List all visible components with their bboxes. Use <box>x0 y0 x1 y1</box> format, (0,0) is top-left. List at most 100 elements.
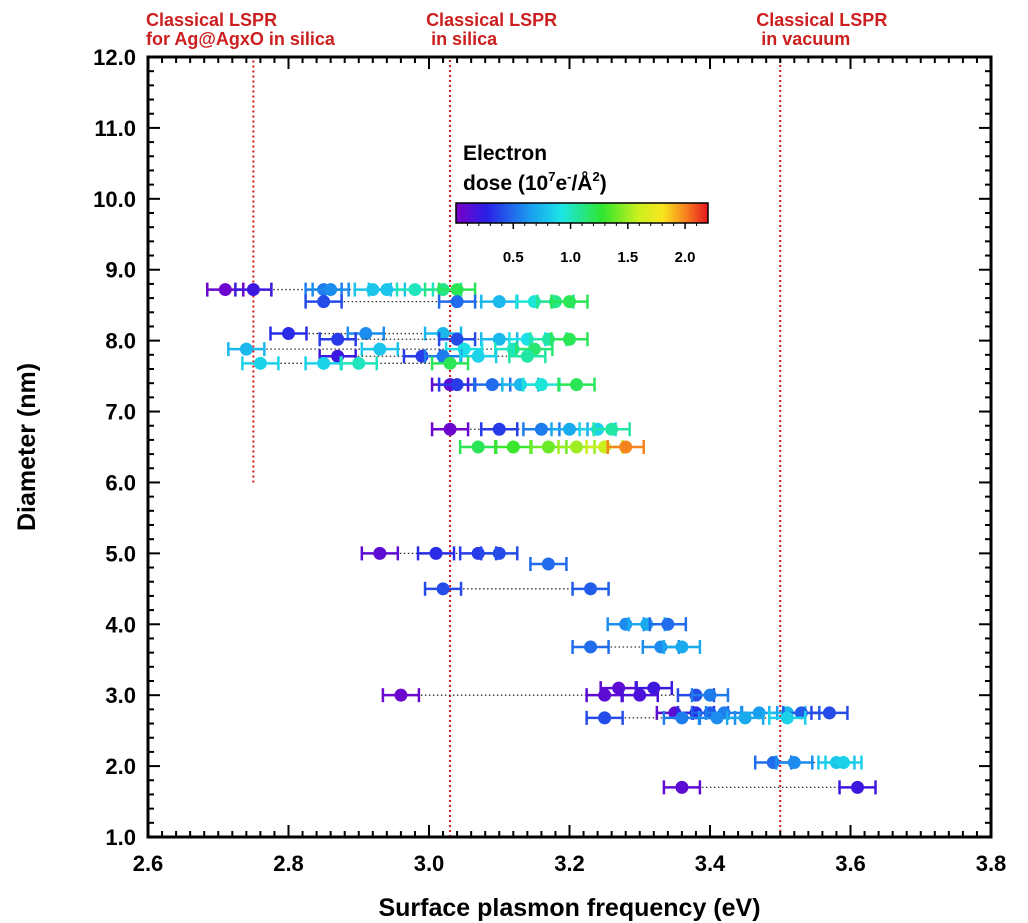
series <box>423 581 610 596</box>
data-point <box>703 688 717 702</box>
x-tick-label: 3.4 <box>695 851 726 876</box>
series <box>753 755 863 770</box>
series <box>318 332 589 347</box>
series <box>606 617 688 632</box>
series <box>585 710 807 725</box>
series <box>227 342 554 357</box>
y-tick-label: 7.0 <box>105 400 136 425</box>
data-point <box>380 283 394 297</box>
reference-label-line: Classical LSPR <box>426 10 557 30</box>
data-point <box>394 688 408 702</box>
x-tick-label: 3.0 <box>414 851 445 876</box>
data-point <box>471 440 485 454</box>
data-point <box>605 422 619 436</box>
y-tick-label: 8.0 <box>105 329 136 354</box>
reference-label-line: in vacuum <box>756 29 850 49</box>
series <box>571 639 702 654</box>
data-point <box>373 342 387 356</box>
data-point <box>492 422 506 436</box>
colorbar-title-line1: Electron <box>463 142 547 165</box>
data-point <box>563 295 576 309</box>
data-point <box>675 640 689 654</box>
y-tick-label: 2.0 <box>105 754 136 779</box>
data-point <box>408 283 422 297</box>
data-point <box>450 378 464 392</box>
data-point <box>450 295 464 309</box>
data-point <box>570 378 584 392</box>
colorbar-ticks: 0.5 1.0 1.5 2.0 <box>466 223 698 266</box>
y-tick-label: 10.0 <box>93 187 136 212</box>
data-point <box>541 440 555 454</box>
data-point <box>471 349 485 363</box>
data-point <box>218 283 232 297</box>
data-point <box>317 356 331 370</box>
data-point <box>317 295 331 309</box>
reference-label: Classical LSPR in vacuum <box>756 10 887 49</box>
reference-label-line: Classical LSPR <box>756 10 887 30</box>
reference-label: Classical LSPR for Ag@AgxO in silica <box>146 10 336 49</box>
data-point <box>373 546 387 560</box>
data-point <box>584 640 598 654</box>
colorbar-tick-label: 1.5 <box>617 249 638 266</box>
reference-label-line: in silica <box>426 29 498 49</box>
colorbar-tick-label: 0.5 <box>503 249 524 266</box>
series <box>430 422 631 437</box>
data-point <box>738 711 752 725</box>
data-point <box>443 422 457 436</box>
data-point <box>331 332 345 346</box>
reference-lines <box>252 57 782 837</box>
data-point <box>324 283 338 297</box>
data-point <box>822 706 836 720</box>
data-point <box>675 780 689 794</box>
data-point <box>598 688 612 702</box>
y-tick-label: 12.0 <box>93 45 136 70</box>
data-point <box>541 557 555 571</box>
data-point <box>436 582 450 596</box>
data-point <box>633 688 647 702</box>
data-point <box>246 283 260 297</box>
series <box>662 780 877 795</box>
series <box>360 546 519 561</box>
x-tick-label: 3.8 <box>976 851 1007 876</box>
reference-label-line: for Ag@AgxO in silica <box>146 29 336 49</box>
data-point <box>253 356 267 370</box>
series <box>206 282 477 297</box>
data-point <box>443 356 457 370</box>
data-point <box>661 617 675 631</box>
colorbar: Electron dose (107e-/Å2) 0.5 1.0 1.5 2.0 <box>455 142 709 266</box>
colorbar-tick-label: 2.0 <box>675 249 696 266</box>
data-point <box>710 711 724 725</box>
data-point <box>485 378 499 392</box>
reference-label-line: Classical LSPR <box>146 10 277 30</box>
data-point <box>584 582 598 596</box>
series <box>241 356 470 371</box>
colorbar-title-line2: dose (107e-/Å2) <box>463 169 607 195</box>
data-point <box>570 440 584 454</box>
reference-labels: Classical LSPR for Ag@AgxO in silicaClass… <box>146 10 887 49</box>
colorbar-gradient <box>455 202 709 224</box>
x-tick-label: 2.6 <box>133 851 164 876</box>
data-point <box>450 283 464 297</box>
data-point <box>534 422 548 436</box>
y-tick-label: 9.0 <box>105 258 136 283</box>
data-point <box>851 780 865 794</box>
series <box>381 688 730 703</box>
series <box>269 326 463 341</box>
y-tick-label: 1.0 <box>105 825 136 850</box>
data-point <box>506 440 520 454</box>
colorbar-tick-label: 1.0 <box>560 249 581 266</box>
data-point <box>836 756 850 770</box>
data-point <box>450 332 464 346</box>
data-point <box>598 711 612 725</box>
data-point <box>563 332 576 346</box>
data-point <box>534 378 548 392</box>
y-tick-label: 4.0 <box>105 612 136 637</box>
reference-label: Classical LSPR in silica <box>426 10 557 49</box>
y-tick-label: 6.0 <box>105 470 136 495</box>
series <box>318 349 547 364</box>
data-series <box>206 282 877 795</box>
data-point <box>520 349 534 363</box>
x-tick-label: 3.2 <box>554 851 585 876</box>
series <box>529 557 568 571</box>
